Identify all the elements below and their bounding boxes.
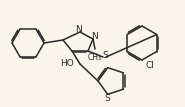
Text: Cl: Cl <box>145 60 154 70</box>
Text: CH₃: CH₃ <box>88 53 102 62</box>
Text: HO: HO <box>60 59 74 68</box>
Text: S: S <box>102 51 108 59</box>
Text: N: N <box>76 25 82 33</box>
Text: N: N <box>92 31 98 41</box>
Text: S: S <box>105 94 111 103</box>
